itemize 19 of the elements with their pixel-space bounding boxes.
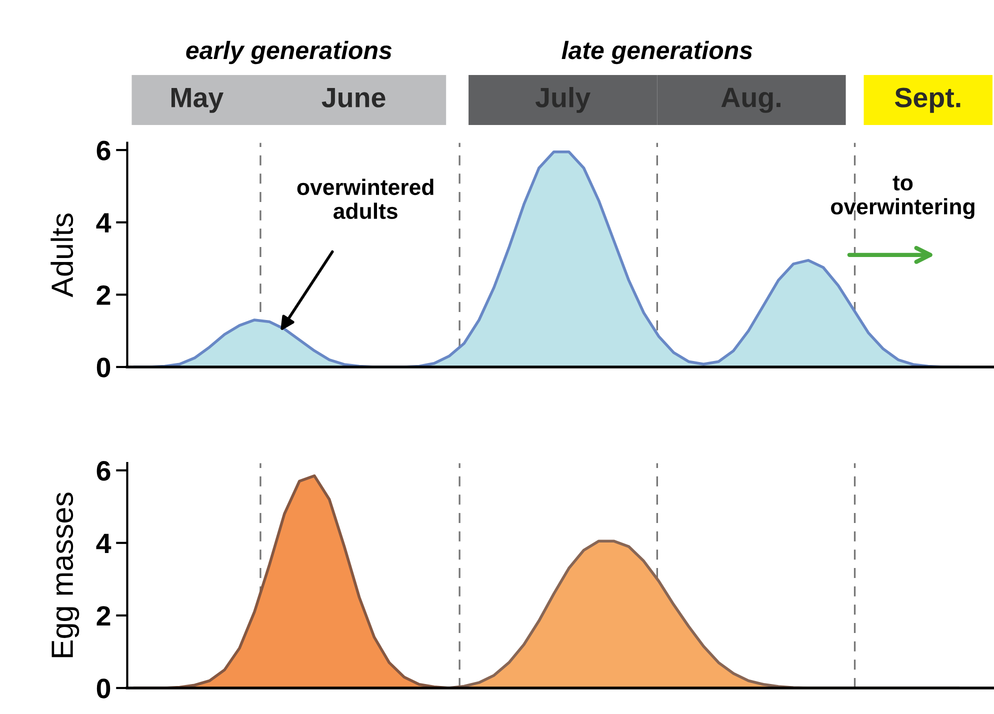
y-tick-label: 0 [96, 358, 110, 378]
text: Sept. [894, 88, 960, 113]
text: July [535, 87, 591, 113]
text: early generations [186, 40, 392, 64]
annotation: to overwintering [831, 176, 974, 219]
y-tick-label: 2 [96, 606, 110, 626]
y-tick-label: 0 [96, 678, 110, 698]
annotation: overwintered adults [297, 178, 434, 220]
y-axis-title: Egg masses [52, 492, 80, 658]
y-axis-title: Adults [50, 214, 74, 298]
y-tick-label: 4 [96, 213, 112, 232]
y-tick-label: 4 [96, 534, 112, 553]
text: Aug. [721, 88, 780, 113]
y-tick-label: 6 [96, 140, 110, 160]
y-tick-label: 2 [96, 285, 110, 305]
text: late generations [562, 40, 752, 64]
text: May [171, 88, 224, 113]
y-tick-label: 6 [96, 461, 110, 481]
text: June [322, 88, 386, 108]
